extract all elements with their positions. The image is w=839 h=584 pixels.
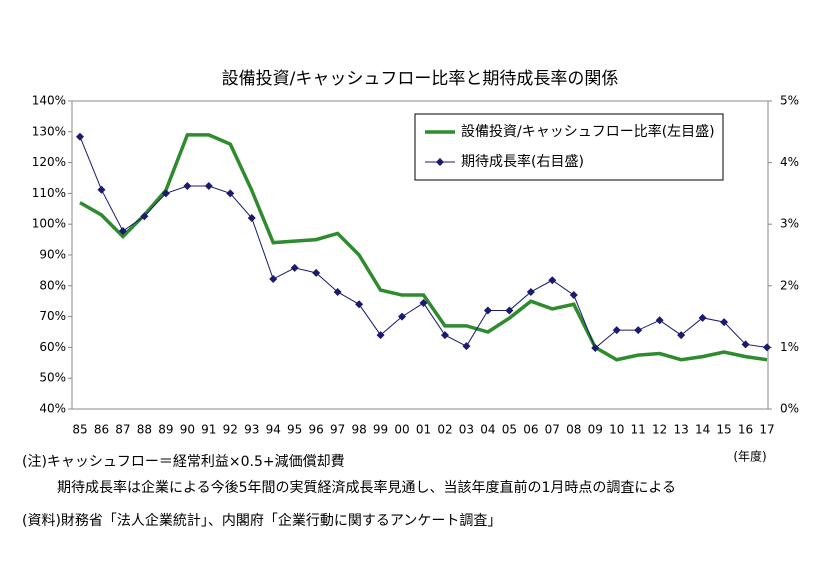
point <box>720 318 729 327</box>
y-tick-label: 40% <box>39 402 66 416</box>
note: (注)キャッシュフロー＝経常利益×0.5+減価償却費 <box>22 453 345 470</box>
y-tick-label: 90% <box>39 248 66 262</box>
chart-title: 設備投資/キャッシュフロー比率と期待成長率の関係 <box>222 69 619 89</box>
point <box>183 182 192 191</box>
point <box>655 316 664 325</box>
point <box>741 340 750 349</box>
y2-tick-label: 1% <box>780 340 799 354</box>
x-unit-label: (年度) <box>733 449 766 464</box>
y-tick-label: 130% <box>32 124 66 138</box>
point <box>569 291 578 300</box>
y2-tick-label: 5% <box>780 94 799 108</box>
point <box>698 313 707 322</box>
x-tick-label: 10 <box>609 423 624 437</box>
point <box>677 331 686 340</box>
point <box>376 331 385 340</box>
point <box>333 287 342 296</box>
point <box>634 326 643 335</box>
x-tick-label: 12 <box>652 423 667 437</box>
x-tick-label: 85 <box>72 423 87 437</box>
point <box>612 326 621 335</box>
x-tick-label: 94 <box>266 423 281 437</box>
x-tick-label: 96 <box>309 423 324 437</box>
point <box>76 132 84 141</box>
x-tick-label: 11 <box>631 423 646 437</box>
point <box>355 300 364 309</box>
point <box>226 189 235 198</box>
x-tick-label: 89 <box>158 423 173 437</box>
x-tick-label: 93 <box>244 423 259 437</box>
x-tick-label: 13 <box>673 423 688 437</box>
y2-tick-label: 4% <box>780 155 799 169</box>
x-tick-label: 00 <box>394 423 409 437</box>
legend-box <box>414 113 724 181</box>
note: (資料)財務省「法人企業統計」、内閣府「企業行動に関するアンケート調査」 <box>22 512 501 529</box>
x-tick-label: 02 <box>437 423 452 437</box>
point <box>462 342 471 351</box>
point <box>419 299 428 308</box>
point <box>161 189 170 198</box>
point <box>591 344 600 353</box>
x-tick-label: 98 <box>351 423 366 437</box>
note: 期待成長率は企業による今後5年間の実質経済成長率見通し、当該年度直前の1月時点の… <box>57 479 676 496</box>
x-tick-label: 04 <box>480 423 495 437</box>
x-tick-label: 91 <box>201 423 216 437</box>
y2-tick-label: 3% <box>780 217 799 231</box>
y-tick-label: 120% <box>32 155 66 169</box>
y-tick-label: 70% <box>39 309 66 323</box>
legend-marker <box>436 158 444 166</box>
x-tick-label: 06 <box>523 423 538 437</box>
point <box>398 312 407 321</box>
x-tick-label: 97 <box>330 423 345 437</box>
y2-tick-label: 2% <box>780 278 799 292</box>
point <box>763 343 771 352</box>
x-tick-label: 03 <box>459 423 474 437</box>
legend-label: 設備投資/キャッシュフロー比率(左目盛) <box>461 123 715 140</box>
y-tick-label: 50% <box>39 371 66 385</box>
y2-tick-label: 0% <box>780 402 799 416</box>
x-tick-label: 92 <box>223 423 238 437</box>
x-tick-label: 17 <box>759 423 774 437</box>
point <box>505 306 514 315</box>
point <box>247 214 256 223</box>
point <box>290 263 299 272</box>
x-tick-label: 08 <box>566 423 581 437</box>
x-tick-label: 99 <box>373 423 388 437</box>
x-tick-label: 90 <box>180 423 195 437</box>
x-tick-label: 05 <box>502 423 517 437</box>
y-tick-label: 140% <box>32 94 66 108</box>
point <box>312 268 321 277</box>
point <box>548 276 557 285</box>
point <box>204 182 213 191</box>
point <box>269 275 278 284</box>
x-tick-label: 07 <box>545 423 560 437</box>
point <box>526 287 535 296</box>
x-tick-label: 09 <box>588 423 603 437</box>
x-tick-label: 15 <box>716 423 731 437</box>
x-tick-label: 01 <box>416 423 431 437</box>
point <box>118 226 127 235</box>
x-tick-label: 87 <box>115 423 130 437</box>
y-tick-label: 100% <box>32 217 66 231</box>
point <box>440 331 449 340</box>
point <box>97 185 106 194</box>
point <box>483 306 492 315</box>
y-tick-label: 110% <box>32 186 66 200</box>
legend-label: 期待成長率(右目盛) <box>461 153 584 170</box>
x-tick-label: 95 <box>287 423 302 437</box>
y-tick-label: 60% <box>39 340 66 354</box>
x-tick-label: 14 <box>695 423 710 437</box>
x-tick-label: 86 <box>94 423 109 437</box>
point <box>140 212 149 221</box>
y-tick-label: 80% <box>39 278 66 292</box>
x-tick-label: 88 <box>137 423 152 437</box>
x-tick-label: 16 <box>738 423 753 437</box>
series-line <box>79 133 768 362</box>
